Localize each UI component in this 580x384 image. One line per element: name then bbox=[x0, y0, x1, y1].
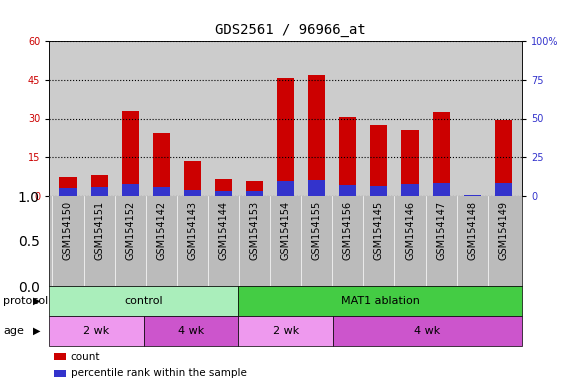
Bar bbox=[277, 78, 294, 196]
Text: GSM154151: GSM154151 bbox=[94, 200, 104, 260]
Bar bbox=[49, 316, 144, 346]
Bar bbox=[153, 187, 170, 196]
Text: GSM154149: GSM154149 bbox=[498, 200, 508, 260]
Bar bbox=[401, 184, 419, 196]
Bar bbox=[54, 369, 66, 377]
Text: GSM154145: GSM154145 bbox=[374, 200, 384, 260]
Text: GSM154152: GSM154152 bbox=[125, 200, 135, 260]
Bar bbox=[495, 183, 512, 196]
Text: age: age bbox=[3, 326, 24, 336]
Bar bbox=[371, 186, 387, 196]
Bar bbox=[238, 286, 522, 316]
Text: MAT1 ablation: MAT1 ablation bbox=[341, 296, 419, 306]
Text: GSM154142: GSM154142 bbox=[156, 200, 166, 260]
Bar bbox=[463, 195, 481, 196]
Bar bbox=[463, 195, 481, 196]
Text: GDS2561 / 96966_at: GDS2561 / 96966_at bbox=[215, 23, 365, 37]
Text: protocol: protocol bbox=[3, 296, 48, 306]
Bar bbox=[333, 316, 522, 346]
Text: 4 wk: 4 wk bbox=[178, 326, 204, 336]
Bar bbox=[122, 184, 139, 196]
Bar bbox=[90, 175, 108, 196]
Text: GSM154143: GSM154143 bbox=[187, 200, 197, 260]
Bar bbox=[246, 180, 263, 196]
Bar bbox=[308, 180, 325, 196]
Text: 2 wk: 2 wk bbox=[273, 326, 299, 336]
Text: 2 wk: 2 wk bbox=[84, 326, 110, 336]
Text: GSM154156: GSM154156 bbox=[343, 200, 353, 260]
Bar bbox=[433, 112, 450, 196]
Bar bbox=[153, 133, 170, 196]
Text: GSM154155: GSM154155 bbox=[311, 200, 322, 260]
Text: GSM154146: GSM154146 bbox=[405, 200, 415, 260]
Text: 4 wk: 4 wk bbox=[414, 326, 441, 336]
Bar bbox=[90, 187, 108, 196]
Bar bbox=[59, 177, 77, 196]
Bar bbox=[238, 316, 333, 346]
Text: GSM154148: GSM154148 bbox=[467, 200, 477, 260]
Bar bbox=[277, 180, 294, 196]
Bar bbox=[122, 111, 139, 196]
Bar bbox=[401, 130, 419, 196]
Text: ▶: ▶ bbox=[33, 326, 41, 336]
Bar bbox=[59, 188, 77, 196]
Bar bbox=[49, 286, 238, 316]
Bar bbox=[184, 161, 201, 196]
Bar bbox=[371, 125, 387, 196]
Text: GSM154154: GSM154154 bbox=[281, 200, 291, 260]
Text: percentile rank within the sample: percentile rank within the sample bbox=[71, 368, 246, 378]
Text: GSM154153: GSM154153 bbox=[249, 200, 260, 260]
Text: ▶: ▶ bbox=[33, 296, 41, 306]
Bar bbox=[495, 120, 512, 196]
Text: GSM154147: GSM154147 bbox=[436, 200, 446, 260]
Bar bbox=[54, 353, 66, 361]
Text: GSM154144: GSM154144 bbox=[219, 200, 229, 260]
Text: count: count bbox=[71, 352, 100, 362]
Bar bbox=[246, 190, 263, 196]
Text: control: control bbox=[125, 296, 163, 306]
Bar bbox=[215, 190, 232, 196]
Bar bbox=[433, 183, 450, 196]
Text: GSM154150: GSM154150 bbox=[63, 200, 73, 260]
Bar bbox=[184, 190, 201, 196]
Bar bbox=[308, 74, 325, 196]
Bar bbox=[144, 316, 238, 346]
Bar bbox=[339, 117, 356, 196]
Bar bbox=[339, 185, 356, 196]
Bar bbox=[215, 179, 232, 196]
